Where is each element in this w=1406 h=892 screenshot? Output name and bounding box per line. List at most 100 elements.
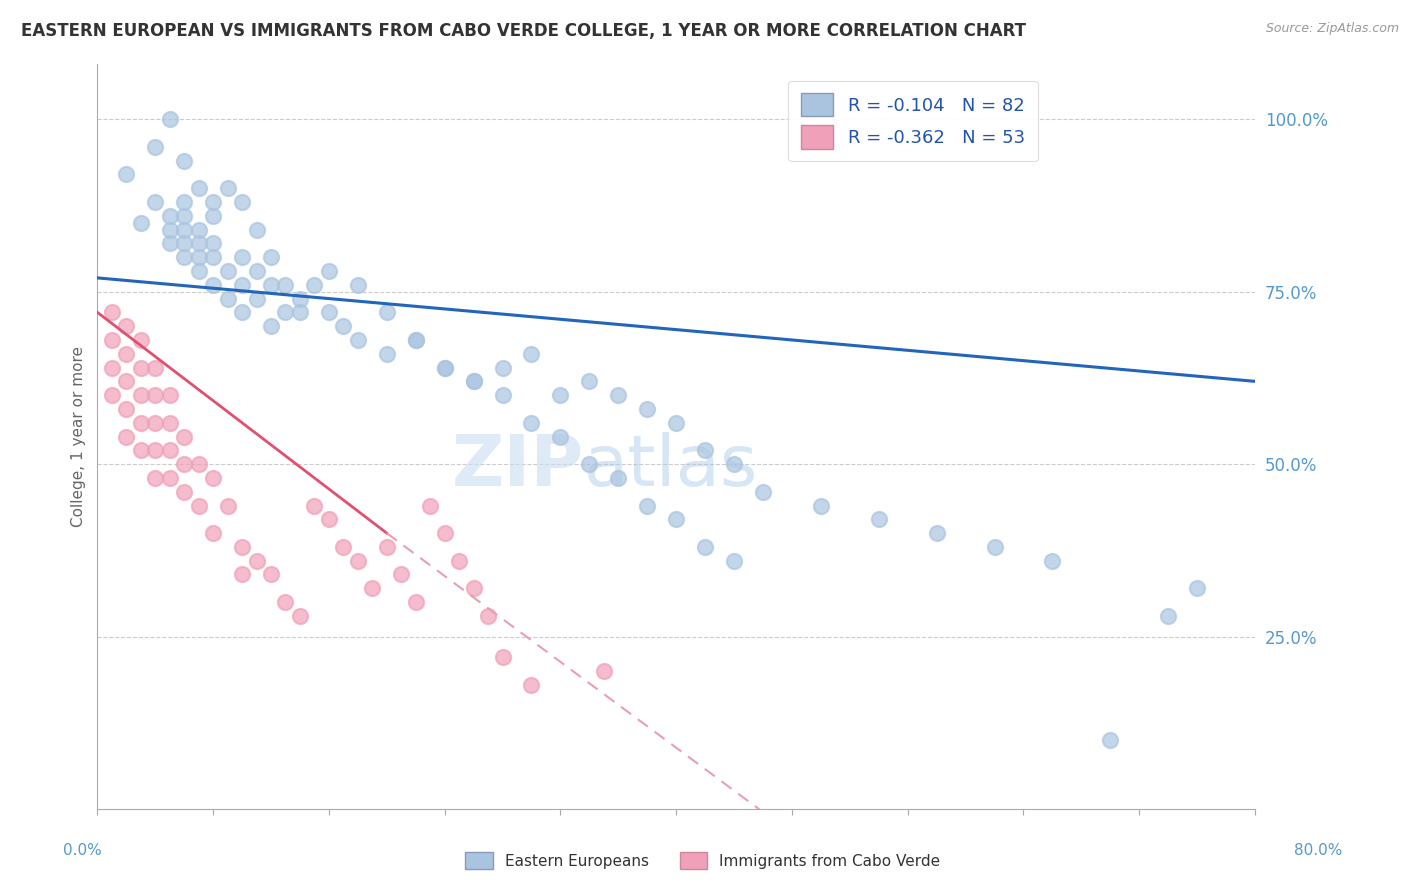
Point bbox=[173, 484, 195, 499]
Point bbox=[405, 595, 427, 609]
Point bbox=[231, 194, 253, 209]
Point bbox=[115, 429, 138, 443]
Point bbox=[463, 582, 485, 596]
Point bbox=[129, 416, 152, 430]
Point bbox=[288, 608, 311, 623]
Point bbox=[550, 429, 572, 443]
Point bbox=[477, 608, 499, 623]
Point bbox=[288, 305, 311, 319]
Point bbox=[101, 305, 124, 319]
Point bbox=[115, 375, 138, 389]
Point bbox=[143, 140, 166, 154]
Point bbox=[101, 388, 124, 402]
Point bbox=[607, 471, 630, 485]
Point bbox=[260, 567, 283, 582]
Point bbox=[173, 209, 195, 223]
Point bbox=[274, 595, 297, 609]
Point bbox=[101, 360, 124, 375]
Point bbox=[346, 333, 368, 347]
Point bbox=[217, 181, 239, 195]
Point bbox=[695, 443, 717, 458]
Point bbox=[578, 375, 600, 389]
Point bbox=[433, 360, 456, 375]
Point bbox=[607, 388, 630, 402]
Point bbox=[245, 222, 267, 236]
Point bbox=[202, 236, 225, 251]
Point bbox=[129, 443, 152, 458]
Point bbox=[217, 499, 239, 513]
Point bbox=[129, 360, 152, 375]
Point bbox=[636, 401, 658, 416]
Point bbox=[723, 457, 745, 471]
Point bbox=[143, 194, 166, 209]
Point bbox=[129, 388, 152, 402]
Point bbox=[463, 375, 485, 389]
Point bbox=[288, 292, 311, 306]
Point bbox=[231, 277, 253, 292]
Point bbox=[159, 416, 181, 430]
Point bbox=[245, 554, 267, 568]
Point bbox=[187, 499, 209, 513]
Point bbox=[260, 250, 283, 264]
Point bbox=[115, 347, 138, 361]
Point bbox=[245, 292, 267, 306]
Point bbox=[274, 305, 297, 319]
Point bbox=[389, 567, 412, 582]
Point bbox=[231, 567, 253, 582]
Point bbox=[245, 264, 267, 278]
Point bbox=[187, 222, 209, 236]
Point bbox=[433, 526, 456, 541]
Point bbox=[520, 416, 543, 430]
Point bbox=[318, 305, 340, 319]
Point bbox=[375, 347, 398, 361]
Point bbox=[723, 554, 745, 568]
Point bbox=[159, 388, 181, 402]
Point bbox=[550, 388, 572, 402]
Point bbox=[665, 512, 688, 526]
Legend: R = -0.104   N = 82, R = -0.362   N = 53: R = -0.104 N = 82, R = -0.362 N = 53 bbox=[789, 80, 1038, 161]
Point bbox=[173, 236, 195, 251]
Point bbox=[260, 277, 283, 292]
Point bbox=[449, 554, 471, 568]
Point bbox=[433, 360, 456, 375]
Point bbox=[202, 526, 225, 541]
Point bbox=[173, 153, 195, 168]
Point bbox=[115, 319, 138, 334]
Point bbox=[187, 181, 209, 195]
Point bbox=[346, 277, 368, 292]
Point bbox=[143, 388, 166, 402]
Point bbox=[187, 457, 209, 471]
Point bbox=[217, 264, 239, 278]
Point bbox=[332, 540, 354, 554]
Y-axis label: College, 1 year or more: College, 1 year or more bbox=[72, 346, 86, 527]
Point bbox=[143, 360, 166, 375]
Point bbox=[202, 471, 225, 485]
Point bbox=[405, 333, 427, 347]
Point bbox=[173, 457, 195, 471]
Point bbox=[129, 333, 152, 347]
Point bbox=[202, 194, 225, 209]
Point bbox=[231, 250, 253, 264]
Point bbox=[491, 360, 513, 375]
Point bbox=[159, 236, 181, 251]
Point bbox=[304, 277, 326, 292]
Point bbox=[405, 333, 427, 347]
Point bbox=[520, 678, 543, 692]
Point bbox=[419, 499, 441, 513]
Point bbox=[202, 277, 225, 292]
Point bbox=[1157, 608, 1180, 623]
Text: atlas: atlas bbox=[583, 432, 758, 500]
Point bbox=[332, 319, 354, 334]
Point bbox=[592, 664, 614, 678]
Point bbox=[173, 222, 195, 236]
Point bbox=[187, 264, 209, 278]
Point bbox=[202, 209, 225, 223]
Point bbox=[868, 512, 890, 526]
Point bbox=[159, 443, 181, 458]
Point bbox=[375, 305, 398, 319]
Text: EASTERN EUROPEAN VS IMMIGRANTS FROM CABO VERDE COLLEGE, 1 YEAR OR MORE CORRELATI: EASTERN EUROPEAN VS IMMIGRANTS FROM CABO… bbox=[21, 22, 1026, 40]
Point bbox=[274, 277, 297, 292]
Point bbox=[143, 471, 166, 485]
Point bbox=[304, 499, 326, 513]
Point bbox=[1099, 733, 1122, 747]
